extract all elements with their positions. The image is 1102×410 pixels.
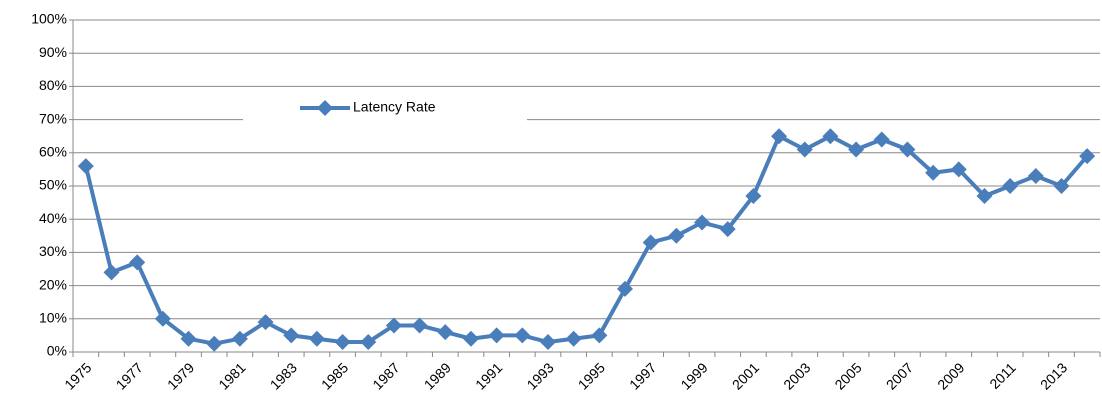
x-tick-label: 1999 bbox=[677, 359, 710, 392]
data-point bbox=[796, 141, 813, 158]
data-point bbox=[976, 187, 993, 204]
x-tick-label: 1991 bbox=[472, 359, 505, 392]
y-tick-label: 0% bbox=[47, 343, 67, 359]
x-tick-label: 1997 bbox=[626, 359, 659, 392]
x-tick-label: 1995 bbox=[575, 359, 608, 392]
data-point bbox=[745, 187, 762, 204]
data-point bbox=[1027, 168, 1044, 185]
x-tick-label: 2005 bbox=[831, 359, 864, 392]
x-tick-label: 2001 bbox=[729, 359, 762, 392]
data-point bbox=[257, 314, 274, 331]
x-tick-label: 1987 bbox=[369, 359, 402, 392]
data-point bbox=[411, 317, 428, 334]
x-tick-label: 1983 bbox=[267, 359, 300, 392]
data-point bbox=[617, 280, 634, 297]
x-tick-label: 2003 bbox=[780, 359, 813, 392]
data-point bbox=[539, 334, 556, 351]
y-tick-label: 30% bbox=[39, 243, 67, 259]
data-point bbox=[360, 334, 377, 351]
x-tick-label: 1975 bbox=[61, 359, 94, 392]
y-tick-label: 100% bbox=[31, 11, 67, 27]
data-point bbox=[591, 327, 608, 344]
data-point bbox=[103, 264, 120, 281]
data-point bbox=[848, 141, 865, 158]
data-point bbox=[925, 164, 942, 181]
x-tick-label: 2011 bbox=[986, 359, 1019, 392]
data-point bbox=[1053, 178, 1070, 194]
legend-box bbox=[243, 104, 527, 136]
data-point bbox=[950, 161, 967, 178]
data-point bbox=[565, 330, 582, 347]
data-point bbox=[719, 221, 736, 238]
y-tick-label: 60% bbox=[39, 144, 67, 160]
x-tick-label: 1981 bbox=[215, 359, 248, 392]
data-point bbox=[206, 335, 223, 352]
legend-marker bbox=[317, 100, 333, 116]
data-point bbox=[514, 327, 531, 344]
data-point bbox=[154, 310, 171, 327]
x-tick-label: 1977 bbox=[113, 359, 146, 392]
data-point bbox=[283, 327, 300, 344]
data-point bbox=[1079, 148, 1096, 165]
y-tick-label: 10% bbox=[39, 310, 67, 326]
x-tick-label: 2009 bbox=[934, 359, 967, 392]
x-tick-label: 1993 bbox=[523, 359, 556, 392]
y-tick-label: 70% bbox=[39, 110, 67, 126]
x-tick-label: 1989 bbox=[421, 359, 454, 392]
y-tick-label: 20% bbox=[39, 276, 67, 292]
data-point bbox=[180, 330, 197, 347]
x-tick-label: 1985 bbox=[318, 359, 351, 392]
data-point bbox=[694, 214, 711, 231]
x-tick-label: 2013 bbox=[1037, 359, 1070, 392]
y-tick-label: 40% bbox=[39, 210, 67, 226]
y-tick-label: 80% bbox=[39, 77, 67, 93]
data-point bbox=[308, 330, 325, 347]
data-point bbox=[231, 330, 248, 347]
data-point bbox=[822, 128, 839, 145]
data-point bbox=[385, 317, 402, 334]
data-line bbox=[83, 134, 1089, 346]
data-point bbox=[488, 327, 505, 344]
data-point bbox=[77, 158, 94, 175]
data-point bbox=[462, 330, 479, 347]
data-point bbox=[129, 254, 146, 271]
x-tick-label: 1979 bbox=[164, 359, 197, 392]
data-point bbox=[437, 324, 454, 341]
data-point bbox=[1002, 178, 1019, 194]
y-tick-label: 50% bbox=[39, 177, 67, 193]
data-point bbox=[771, 128, 788, 145]
x-tick-label: 2007 bbox=[883, 359, 916, 392]
data-point bbox=[642, 234, 659, 251]
data-point bbox=[873, 131, 890, 148]
legend-label: Latency Rate bbox=[353, 99, 436, 115]
data-point bbox=[899, 141, 916, 158]
y-tick-label: 90% bbox=[39, 44, 67, 60]
data-point bbox=[334, 334, 351, 351]
data-point bbox=[668, 227, 685, 244]
